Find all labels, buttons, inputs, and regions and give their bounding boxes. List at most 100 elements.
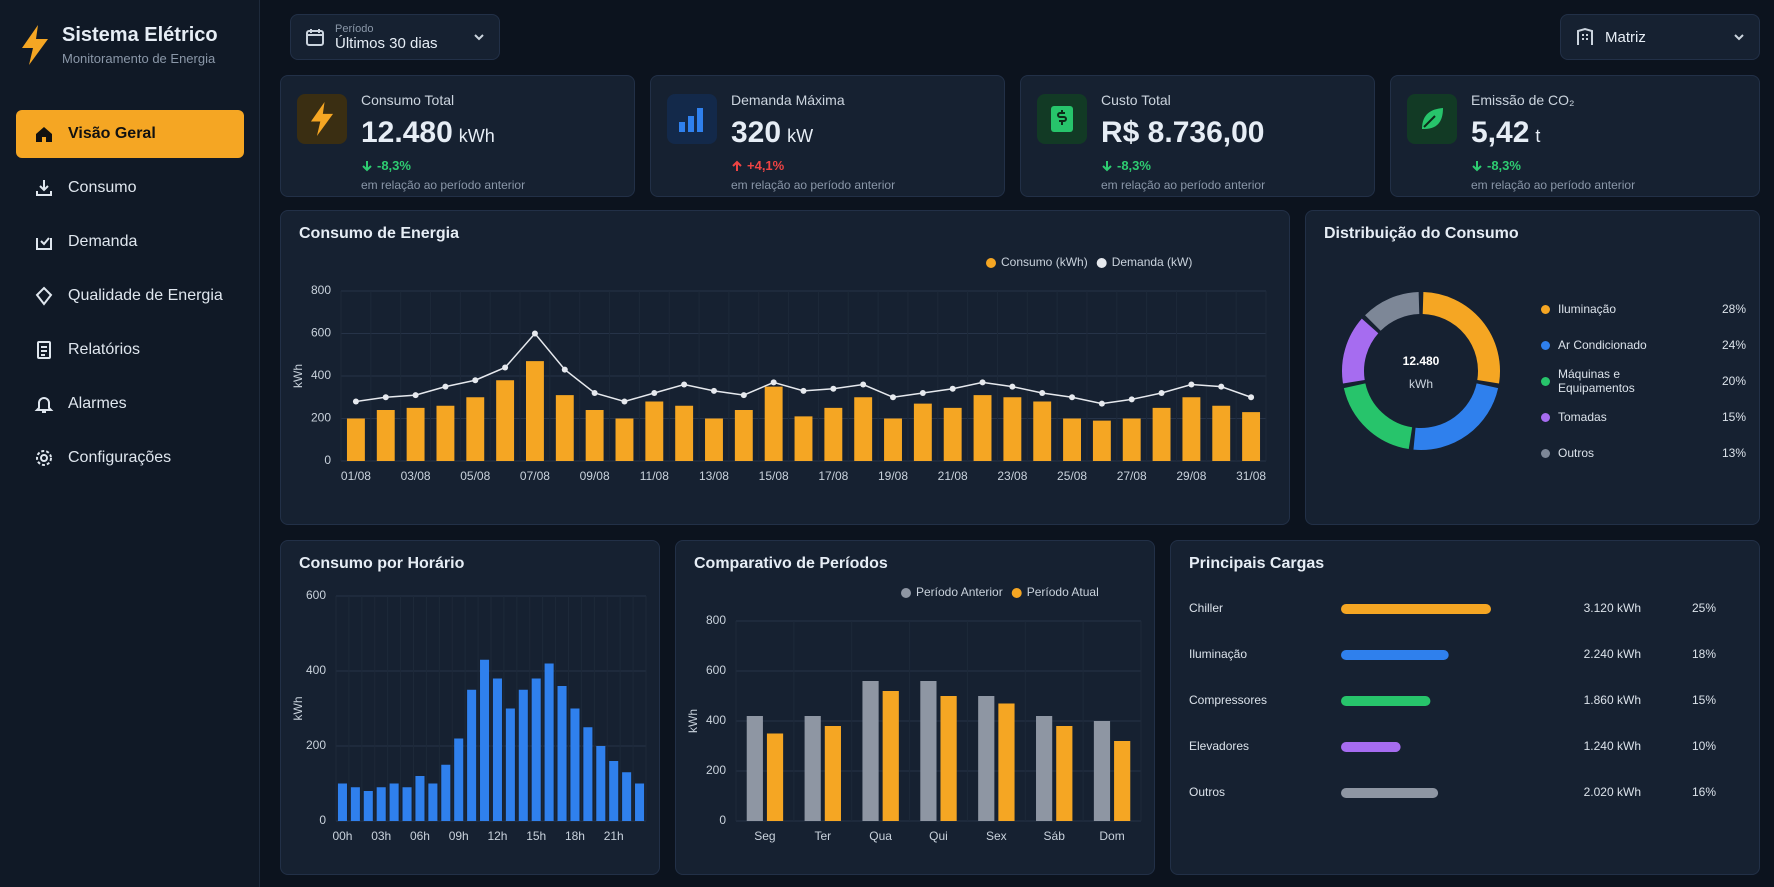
- y-tick-label: 200: [311, 411, 331, 425]
- legend-row: Outros 13%: [1541, 435, 1746, 471]
- bar: [734, 410, 753, 461]
- bar: [882, 691, 899, 821]
- bar: [1122, 418, 1141, 461]
- legend-value: 24%: [1721, 338, 1746, 352]
- donut-segment: [1365, 292, 1420, 332]
- bar: [705, 418, 723, 461]
- y-tick-label: 600: [706, 663, 726, 677]
- line-point: [949, 385, 956, 392]
- bar: [570, 708, 580, 821]
- chevron: [474, 34, 484, 41]
- bar: [496, 380, 515, 461]
- x-tick-label: Dom: [1099, 829, 1124, 843]
- bar: [415, 776, 425, 821]
- bar: [596, 746, 606, 821]
- x-tick-label: 03/08: [401, 469, 431, 483]
- panel: Consumo por Horário 0 200 400 600 00h 03h 06h 0…: [280, 540, 660, 875]
- x-tick-label: 17/08: [818, 469, 848, 483]
- x-tick-label: 13/08: [699, 469, 729, 483]
- y-tick-label: 400: [706, 713, 726, 727]
- line-point: [890, 394, 897, 401]
- bar: [884, 418, 902, 461]
- legend-value: 20%: [1721, 374, 1746, 388]
- legend-swatch: [1541, 340, 1550, 350]
- category-label: Elevadores: [1189, 739, 1249, 753]
- bar: [824, 726, 841, 821]
- bar: [585, 410, 604, 461]
- legend-row: Tomadas 15%: [1541, 399, 1746, 435]
- brand-subtitle: Monitoramento de Energia: [62, 51, 216, 66]
- bar: [467, 689, 477, 821]
- period-selector[interactable]: Período Últimos 30 dias: [290, 14, 500, 60]
- bar: [389, 783, 399, 821]
- share-label: 15%: [1692, 693, 1716, 707]
- kpi-title: Custo Total: [1101, 92, 1171, 108]
- line-point: [1098, 400, 1105, 407]
- y-tick-label: 0: [719, 813, 726, 827]
- nav-item[interactable]: Qualidade de Energia: [16, 272, 244, 320]
- kpi-note: em relação ao período anterior: [1101, 178, 1266, 192]
- kpi-card: Demanda Máxima 320 kW +4,1% em relação ao…: [650, 75, 1005, 197]
- kpi-unit: t: [1535, 126, 1541, 146]
- kpi-change: -8,3%: [1117, 158, 1151, 173]
- x-tick-label: 09h: [449, 829, 469, 843]
- nav-item[interactable]: Configurações: [16, 434, 244, 482]
- x-tick-label: 11/08: [640, 469, 669, 483]
- x-tick-label: 18h: [565, 829, 585, 843]
- legend-label: Período Anterior: [916, 585, 1003, 599]
- bar: [376, 410, 395, 461]
- category-label: Outros: [1189, 785, 1225, 799]
- line-point: [710, 387, 717, 394]
- line-point: [472, 377, 479, 384]
- calendar-icon: [306, 29, 324, 46]
- x-tick-label: 19/08: [878, 469, 908, 483]
- x-tick-label: 05/08: [460, 469, 490, 483]
- y-axis-label: kWh: [686, 709, 700, 733]
- bar: [1341, 742, 1401, 752]
- share-label: 18%: [1692, 647, 1716, 661]
- legend-row: Ar Condicionado 24%: [1541, 327, 1746, 363]
- line-point: [979, 379, 986, 386]
- nav-item[interactable]: Demanda: [16, 218, 244, 266]
- bar: [428, 783, 438, 821]
- x-tick-label: 07/08: [520, 469, 550, 483]
- kpi-value: 320: [731, 116, 782, 149]
- building-icon: [1577, 27, 1593, 45]
- bar: [862, 681, 879, 821]
- brand-title: Sistema Elétrico: [62, 24, 218, 46]
- line-point: [740, 392, 747, 399]
- bar: [350, 787, 360, 821]
- nav-item[interactable]: Relatórios: [16, 326, 244, 374]
- site-selector[interactable]: Matriz: [1560, 14, 1760, 60]
- donut-segment: [1343, 382, 1413, 450]
- bar: [978, 696, 995, 821]
- line-point: [621, 398, 628, 405]
- y-tick-label: 600: [311, 326, 331, 340]
- kpi-title: Emissão de CO₂: [1471, 92, 1575, 108]
- line-point: [382, 394, 389, 401]
- bar: [854, 397, 873, 461]
- bar: [402, 787, 412, 821]
- x-tick-label: Sáb: [1044, 829, 1066, 843]
- nav-item[interactable]: Consumo: [16, 164, 244, 212]
- line-point: [352, 398, 359, 405]
- legend-swatch: [1541, 304, 1550, 314]
- bar: [337, 783, 347, 821]
- line-point: [412, 392, 419, 399]
- x-tick-label: 27/08: [1117, 469, 1147, 483]
- y-tick-label: 0: [319, 813, 326, 827]
- line-point: [442, 383, 449, 390]
- site-value: Matriz: [1605, 28, 1646, 46]
- value-label: 3.120 kWh: [1584, 601, 1641, 615]
- bar: [1036, 716, 1053, 821]
- bar: [441, 764, 451, 821]
- nav-item[interactable]: Alarmes: [16, 380, 244, 428]
- line-point: [531, 330, 538, 337]
- x-tick-label: 12h: [487, 829, 507, 843]
- legend-swatch: [1541, 412, 1550, 422]
- nav-item[interactable]: Visão Geral: [16, 110, 244, 158]
- x-tick-label: 25/08: [1057, 469, 1087, 483]
- chart: 0 200 400 600 800 01/08 03/08 05/08 07/08 09/08 11…: [291, 255, 1267, 483]
- y-tick-label: 800: [706, 613, 726, 627]
- legend-label: Outros: [1558, 446, 1595, 460]
